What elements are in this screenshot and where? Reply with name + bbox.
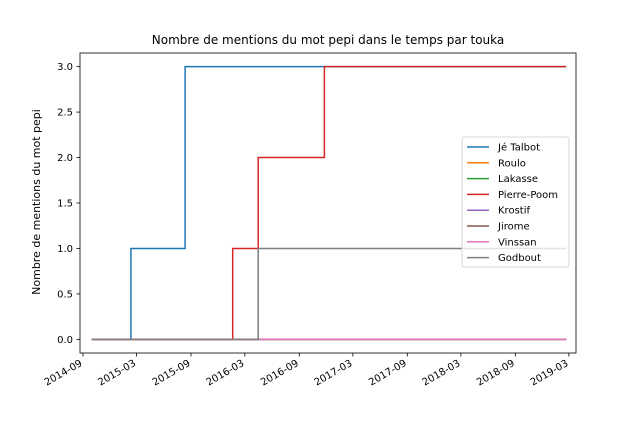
y-axis: 0.0 0.5 1.0 1.5 2.0 2.5 3.0 [57,62,80,346]
x-tick-label: 2018-03 [421,358,463,388]
x-tick-label: 2017-09 [367,358,409,388]
y-tick-label: 1.0 [57,244,73,255]
legend-label-1: Jé Talbot [497,142,540,154]
legend-label-8: Godbout [498,253,541,264]
x-tick-label: 2017-03 [313,358,355,388]
y-tick-label: 2.0 [57,153,73,164]
x-tick-label: 2016-09 [259,358,301,388]
chart-title: Nombre de mentions du mot pepi dans le t… [152,33,505,47]
legend-box [461,136,570,268]
legend-label-4: Pierre-Poom [498,190,558,201]
x-tick-label: 2019-03 [529,358,571,388]
y-tick-label: 3.0 [57,62,73,73]
x-tick-label: 2018-09 [475,358,517,388]
x-tick-label: 2015-09 [151,358,193,388]
y-axis-label: Nombre de mentions du mot pepi [30,109,43,295]
x-tick-label: 2014-09 [43,358,85,388]
plot-series [91,65,567,341]
legend-label-7: Vinssan [498,237,537,248]
y-tick-label: 0.5 [57,289,73,300]
legend-label-6: Jirome [497,222,530,233]
legend-label-2: Roulo [498,158,526,169]
legend: Jé Talbot Roulo Lakasse Pierre-Poom Krostif J… [461,136,570,268]
x-tick-label: 2015-03 [96,358,138,388]
legend-label-5: Krostif [498,206,530,217]
y-tick-label: 0.0 [57,335,73,346]
x-axis: 2014-09 2015-03 2015-09 2016-03 2016-09 2017-… [43,353,571,389]
series-line-4 [91,65,567,341]
x-tick-label: 2016-03 [205,358,247,388]
legend-label-3: Lakasse [498,174,538,185]
series-line-8 [91,247,567,341]
y-tick-label: 1.5 [57,199,73,210]
y-tick-label: 2.5 [57,108,73,119]
